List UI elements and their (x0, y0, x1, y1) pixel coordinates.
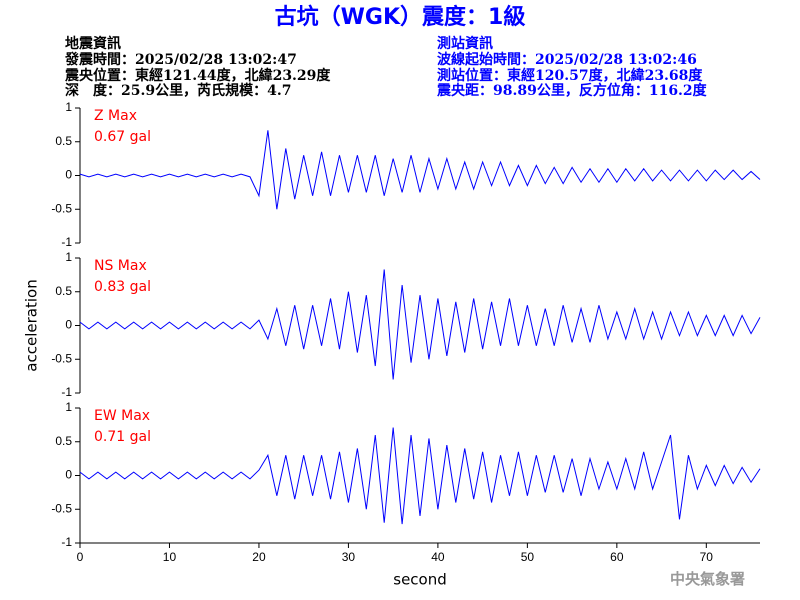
x-tick-label: 50 (521, 550, 535, 564)
x-axis-label: second (393, 571, 447, 589)
annotation: 0.71 gal (94, 429, 151, 445)
y-tick-label: -1 (61, 235, 72, 249)
info-right: 波線起始時間：2025/02/28 13:02:46 (437, 51, 697, 68)
x-tick-label: 60 (610, 550, 624, 564)
y-tick-label: -0.5 (51, 351, 72, 365)
y-tick-label: 0.5 (55, 284, 72, 298)
info-left: 地震資訊 (65, 35, 121, 52)
y-tick-label: -1 (61, 535, 72, 549)
info-left: 深 度：25.9公里，芮氏規模：4.7 (65, 82, 291, 99)
annotation: 0.83 gal (94, 279, 151, 295)
info-right: 測站資訊 (437, 35, 493, 52)
y-tick-label: -1 (61, 385, 72, 399)
title: 古坑（WGK）震度：1級 (275, 4, 526, 30)
annotation: 0.67 gal (94, 129, 151, 145)
y-tick-label: 0 (65, 318, 72, 332)
x-tick-label: 70 (700, 550, 714, 564)
y-axis-label: acceleration (23, 279, 41, 371)
waveform (79, 427, 761, 525)
x-tick-label: 30 (342, 550, 356, 564)
y-tick-label: -0.5 (51, 201, 72, 215)
y-tick-label: 0 (65, 168, 72, 182)
y-tick-label: -0.5 (51, 501, 72, 515)
annotation: Z Max (94, 108, 137, 124)
info-right: 震央距：98.89公里，反方位角：116.2度 (436, 82, 708, 99)
y-tick-label: 0 (65, 468, 72, 482)
info-left: 發震時間：2025/02/28 13:02:47 (64, 51, 297, 68)
x-tick-label: 20 (252, 550, 266, 564)
y-tick-label: 1 (65, 100, 72, 114)
waveform (79, 130, 761, 210)
y-tick-label: 1 (65, 400, 72, 414)
x-tick-label: 0 (77, 550, 84, 564)
x-tick-label: 40 (431, 550, 445, 564)
waveform (79, 269, 761, 380)
annotation: EW Max (94, 408, 150, 424)
info-left: 震央位置：東經121.44度，北緯23.29度 (64, 67, 331, 84)
y-tick-label: 1 (65, 250, 72, 264)
annotation: NS Max (94, 258, 147, 274)
footer: 中央氣象署 (670, 570, 745, 588)
y-tick-label: 0.5 (55, 434, 72, 448)
y-tick-label: 0.5 (55, 134, 72, 148)
info-right: 測站位置：東經120.57度，北緯23.68度 (437, 67, 703, 84)
x-tick-label: 10 (163, 550, 177, 564)
